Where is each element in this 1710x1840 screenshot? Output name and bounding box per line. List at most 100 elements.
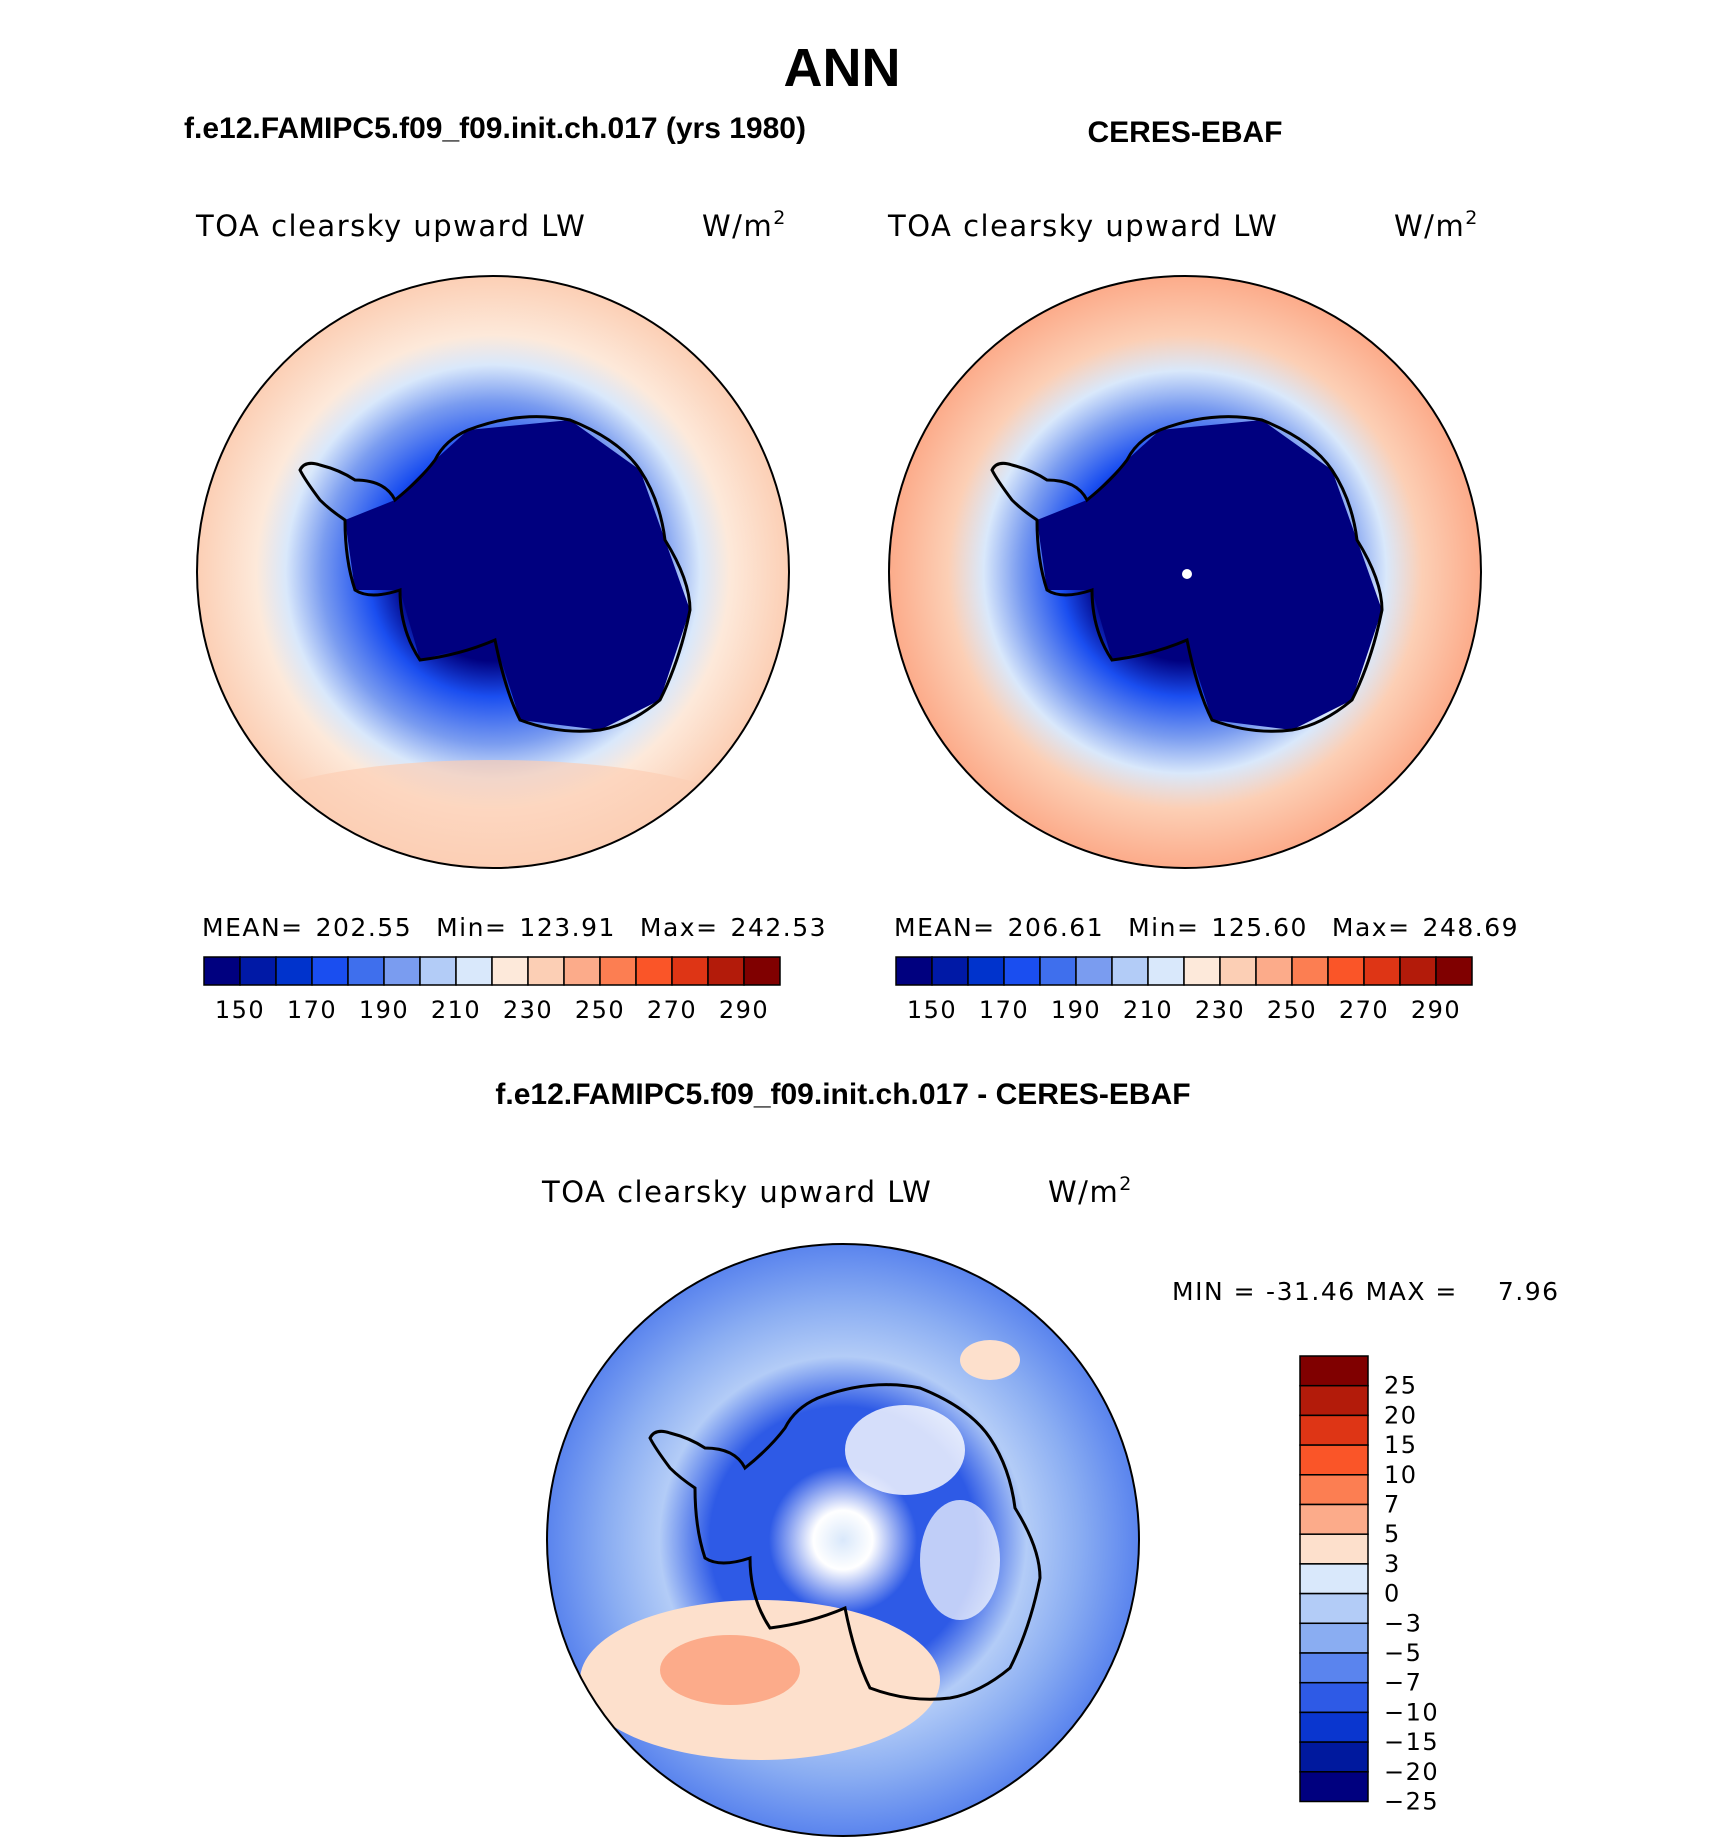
diff-colorbar-box (1299, 1355, 1369, 1387)
model-colorbar-box (491, 956, 529, 986)
diff-variable-label: TOA clearsky upward LW (541, 1175, 932, 1209)
obs-polar-map (888, 275, 1482, 869)
diff-colorbar-tick-label: 20 (1384, 1401, 1418, 1429)
model-colorbar-box (527, 956, 565, 986)
diff-colorbar-box (1299, 1592, 1369, 1625)
obs-colorbar-box (1147, 956, 1185, 986)
diff-colorbar-box (1299, 1652, 1369, 1684)
model-colorbar-tick-label: 210 (431, 996, 481, 1024)
model-panel-heading: f.e12.FAMIPC5.f09_f09.init.ch.017 (yrs 1… (184, 112, 806, 145)
diff-colorbar-box (1299, 1503, 1369, 1535)
obs-colorbar-tick-label: 290 (1411, 996, 1461, 1024)
obs-colorbar-box (1435, 956, 1473, 986)
diff-colorbar-tick-label: −3 (1384, 1609, 1422, 1637)
obs-colorbar-box (1327, 956, 1365, 986)
obs-colorbar-box (1291, 956, 1329, 986)
obs-colorbar-box (1363, 956, 1401, 986)
model-colorbar-tick-label: 190 (359, 996, 409, 1024)
diff-colorbar-box (1299, 1741, 1369, 1773)
obs-colorbar-tick-label: 150 (907, 996, 957, 1024)
obs-colorbar-box (1075, 956, 1113, 986)
diff-colorbar-box (1299, 1444, 1369, 1476)
obs-colorbar-box (931, 956, 969, 986)
obs-colorbar-tick-label: 170 (979, 996, 1029, 1024)
diff-colorbar-tick-label: −20 (1384, 1758, 1439, 1786)
diff-colorbar-box (1299, 1681, 1369, 1714)
obs-colorbar-tick-label: 230 (1195, 996, 1245, 1024)
diff-colorbar-tick-label: 3 (1384, 1550, 1401, 1578)
model-colorbar: 150 170 190 210 230 250 270 290 (203, 956, 781, 1024)
diff-polar-map (546, 1243, 1140, 1837)
obs-colorbar-box (1111, 956, 1149, 986)
obs-colorbar-box (1003, 956, 1041, 986)
diff-colorbar-tick-label: 5 (1384, 1520, 1401, 1548)
obs-colorbar-box (895, 956, 933, 986)
diff-colorbar-tick-label: 25 (1384, 1372, 1418, 1400)
model-colorbar-box (671, 956, 709, 986)
diff-colorbar-tick-label: 15 (1384, 1431, 1418, 1459)
diff-colorbar-box (1299, 1771, 1369, 1803)
model-colorbar-box (347, 956, 385, 986)
season-title: ANN (784, 38, 901, 98)
obs-stats: MEAN= 206.61 Min= 125.60 Max= 248.69 (894, 913, 1519, 942)
diff-panel-heading: f.e12.FAMIPC5.f09_f09.init.ch.017 - CERE… (495, 1078, 1190, 1111)
obs-colorbar-box (967, 956, 1005, 986)
diff-colorbar-box (1299, 1474, 1369, 1506)
model-stats: MEAN= 202.55 Min= 123.91 Max= 242.53 (202, 913, 827, 942)
diff-colorbar-box (1299, 1622, 1369, 1654)
diff-colorbar-tick-label: 0 (1384, 1580, 1401, 1608)
obs-colorbar-tick-label: 190 (1051, 996, 1101, 1024)
obs-colorbar-tick-label: 250 (1267, 996, 1317, 1024)
obs-panel-heading: CERES-EBAF (1087, 116, 1282, 149)
model-colorbar-tick-label: 170 (287, 996, 337, 1024)
model-colorbar-box (455, 956, 493, 986)
model-colorbar-tick-label: 250 (575, 996, 625, 1024)
model-colorbar-tick-label: 270 (647, 996, 697, 1024)
diff-colorbar-tick-label: −5 (1384, 1639, 1422, 1667)
obs-colorbar-box (1399, 956, 1437, 986)
model-colorbar-box (635, 956, 673, 986)
south-pole-marker (1182, 569, 1192, 579)
model-colorbar-box (707, 956, 745, 986)
model-colorbar-box (203, 956, 241, 986)
model-units-label: W/m2 (702, 207, 787, 243)
diff-units-label: W/m2 (1048, 1173, 1133, 1209)
model-variable-label: TOA clearsky upward LW (195, 209, 586, 243)
obs-colorbar: 150 170 190 210 230 250 270 290 (895, 956, 1473, 1024)
obs-units-label: W/m2 (1394, 207, 1479, 243)
model-colorbar-tick-label: 290 (719, 996, 769, 1024)
diff-colorbar-tick-label: −10 (1384, 1698, 1439, 1726)
diff-colorbar-tick-label: −7 (1384, 1669, 1422, 1697)
diff-colorbar-tick-label: −25 (1384, 1788, 1439, 1816)
model-colorbar-box (383, 956, 421, 986)
model-colorbar-box (563, 956, 601, 986)
model-colorbar-box (419, 956, 457, 986)
obs-colorbar-tick-label: 210 (1123, 996, 1173, 1024)
obs-colorbar-box (1039, 956, 1077, 986)
diff-colorbar-box (1299, 1533, 1369, 1565)
obs-colorbar-box (1219, 956, 1257, 986)
diff-colorbar-box (1299, 1414, 1369, 1446)
diff-colorbar-box (1299, 1384, 1369, 1417)
obs-variable-label: TOA clearsky upward LW (887, 209, 1278, 243)
diff-antarctica-coastline (648, 1383, 1042, 1701)
model-colorbar-box (275, 956, 313, 986)
obs-colorbar-tick-label: 270 (1339, 996, 1389, 1024)
diff-colorbar-box (1299, 1563, 1369, 1595)
obs-colorbar-box (1255, 956, 1293, 986)
model-colorbar-box (599, 956, 637, 986)
diff-colorbar-box (1299, 1711, 1369, 1743)
diff-colorbar-tick-label: 7 (1384, 1491, 1401, 1519)
diff-colorbar-tick-label: 10 (1384, 1461, 1418, 1489)
model-colorbar-box (743, 956, 781, 986)
model-colorbar-tick-label: 150 (215, 996, 265, 1024)
model-colorbar-tick-label: 230 (503, 996, 553, 1024)
model-antarctica-coastline (298, 415, 692, 733)
obs-antarctica-coastline (990, 415, 1384, 733)
model-polar-map (196, 275, 790, 869)
model-colorbar-box (239, 956, 277, 986)
obs-colorbar-box (1183, 956, 1221, 986)
diff-stats: MIN = -31.46 MAX = 7.96 (1172, 1277, 1560, 1306)
